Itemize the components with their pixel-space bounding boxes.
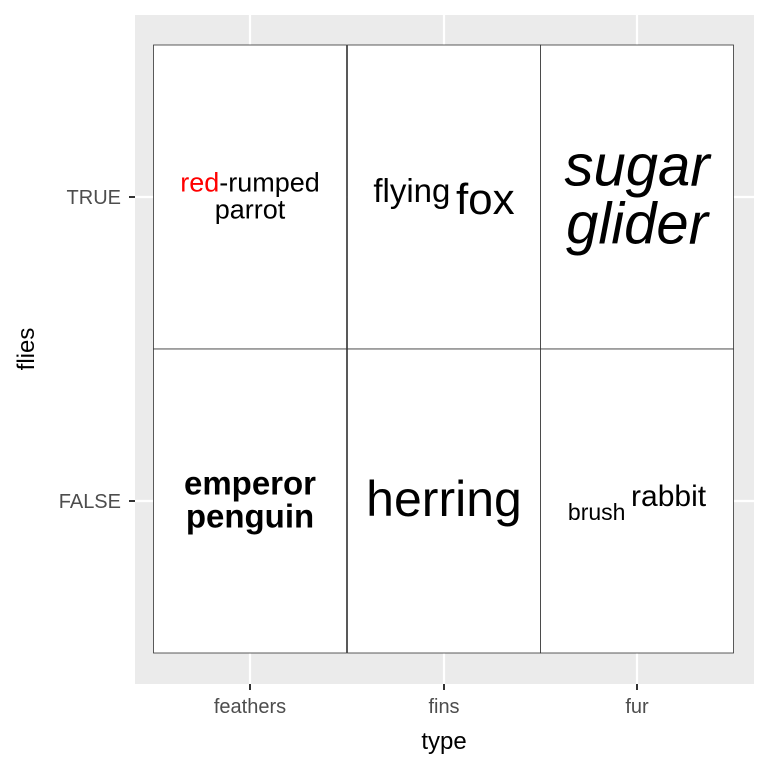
cell-tile bbox=[347, 348, 541, 654]
axes: feathers fins fur FALSE TRUE bbox=[59, 187, 649, 718]
cell-label-line: herring bbox=[366, 471, 522, 527]
cell-fur-false: brush rabbit bbox=[540, 348, 734, 654]
cell-label-line: red-rumped bbox=[180, 168, 320, 198]
x-axis-title: type bbox=[421, 728, 466, 755]
cell-fins-false: herring bbox=[347, 348, 541, 654]
cell-label-line: penguin bbox=[186, 497, 314, 534]
cell-tile bbox=[540, 44, 734, 350]
cell-label-segment: parrot bbox=[215, 195, 286, 225]
y-axis-title: flies bbox=[13, 328, 40, 371]
cell-label-segment: brush bbox=[568, 499, 626, 525]
cell-label-segment: -rumped bbox=[219, 168, 320, 198]
y-tick-label-false: FALSE bbox=[59, 491, 121, 513]
cell-label-line: flying fox bbox=[373, 172, 514, 224]
cell-tile bbox=[540, 348, 734, 654]
x-tick-label-fins: fins bbox=[428, 696, 459, 718]
x-tick-label-feathers: feathers bbox=[214, 696, 286, 718]
cell-tile bbox=[153, 44, 347, 350]
cell-label-line: parrot bbox=[215, 195, 286, 225]
cell-label-segment: sugar bbox=[564, 133, 712, 198]
cell-tile bbox=[153, 348, 347, 654]
x-tick-label-fur: fur bbox=[625, 696, 649, 718]
cell-label-segment: emperor bbox=[184, 464, 316, 501]
cell-fins-true: flying fox bbox=[347, 44, 541, 350]
cell-label-segment: herring bbox=[366, 471, 522, 527]
cell-tile bbox=[347, 44, 541, 350]
cell-label-line: sugar bbox=[564, 133, 712, 198]
cell-label-segment: fox bbox=[456, 175, 515, 224]
y-tick-label-true: TRUE bbox=[67, 187, 121, 209]
cell-label-segment: glider bbox=[566, 191, 711, 256]
cell-label-segment: penguin bbox=[186, 497, 314, 534]
cell-label-segment: flying bbox=[373, 172, 450, 209]
cell-label-segment: red bbox=[180, 168, 219, 198]
cell-label-segment: rabbit bbox=[631, 480, 707, 513]
cell-label-line: emperor bbox=[184, 464, 316, 501]
cell-label-line: brush rabbit bbox=[568, 480, 707, 525]
cell-label-line: glider bbox=[566, 191, 711, 256]
